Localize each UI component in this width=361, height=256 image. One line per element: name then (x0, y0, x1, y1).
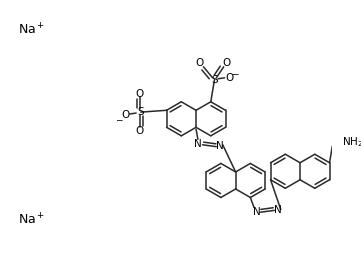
Text: O: O (225, 73, 233, 83)
Text: S: S (211, 75, 218, 85)
Text: NH$_2$: NH$_2$ (343, 136, 361, 150)
Text: S: S (138, 107, 144, 117)
Text: O: O (222, 58, 231, 68)
Text: −: − (231, 69, 239, 78)
Text: O: O (121, 110, 129, 120)
Text: Na$^+$: Na$^+$ (18, 212, 45, 228)
Text: O: O (196, 58, 204, 68)
Text: Na$^+$: Na$^+$ (18, 23, 45, 38)
Text: −: − (115, 115, 122, 124)
Text: O: O (136, 89, 144, 99)
Text: O: O (136, 125, 144, 135)
Text: N: N (253, 207, 261, 217)
Text: N: N (274, 205, 282, 215)
Text: N: N (194, 139, 202, 149)
Text: N: N (216, 141, 224, 151)
